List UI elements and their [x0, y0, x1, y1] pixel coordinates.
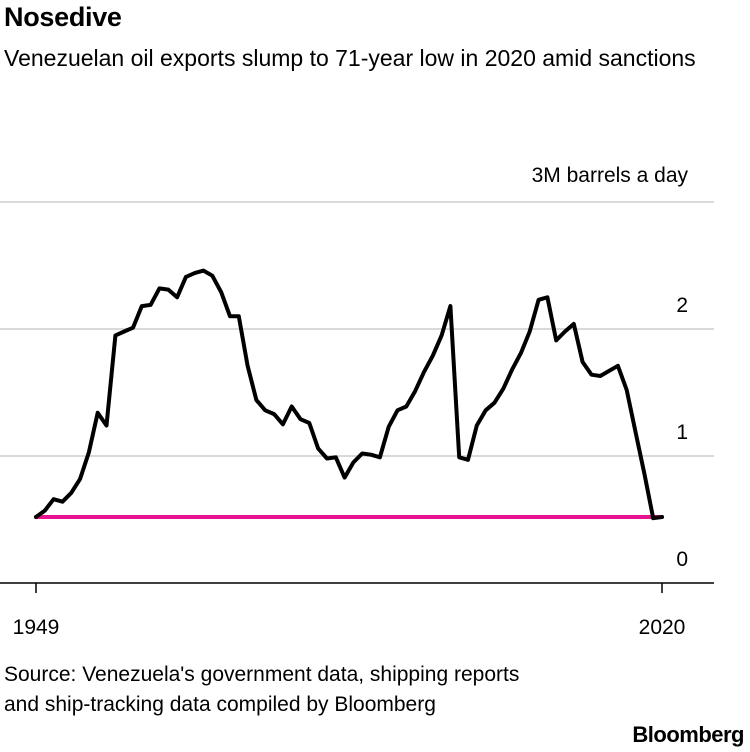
- chart-title: Nosedive: [4, 2, 122, 32]
- source-note: Source: Venezuela's government data, shi…: [4, 663, 520, 716]
- oil-exports-line: [34, 268, 664, 521]
- series: [34, 268, 664, 521]
- y-axis-unit-label: 3M barrels a day: [532, 164, 689, 187]
- gridlines: [0, 201, 714, 584]
- bloomberg-logo: Bloomberg: [632, 722, 744, 747]
- y-tick-label: 0: [676, 548, 688, 571]
- y-tick-label: 2: [676, 294, 688, 317]
- y-tick-labels: 0 1 2 3M barrels a day: [532, 164, 689, 571]
- line-chart: 0 1 2 3M barrels a day 1949 2020: [0, 164, 714, 639]
- x-tick-label: 2020: [639, 616, 686, 639]
- x-tick-labels: 1949 2020: [13, 583, 686, 639]
- x-tick-label: 1949: [13, 616, 60, 639]
- chart-subtitle: Venezuelan oil exports slump to 71-year …: [4, 45, 696, 71]
- y-tick-label: 1: [676, 421, 688, 444]
